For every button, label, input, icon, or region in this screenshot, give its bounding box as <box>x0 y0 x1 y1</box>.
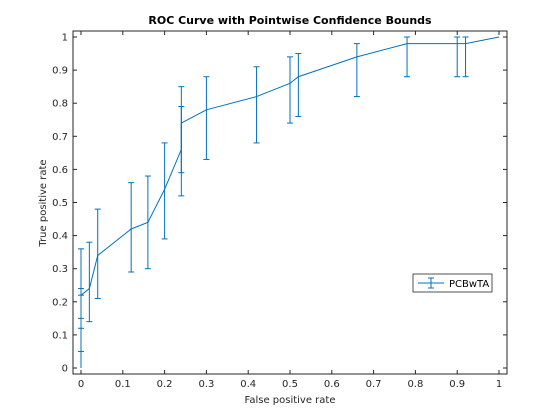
y-tick-label: 0.8 <box>52 99 68 110</box>
legend-entry-label: PCBwTA <box>449 279 489 290</box>
y-tick-label: 0.5 <box>52 198 68 209</box>
y-tick-label: 0.3 <box>52 264 68 275</box>
series-layer <box>78 36 500 368</box>
x-tick-label: 0.4 <box>240 379 256 390</box>
y-tick-label: 0.9 <box>52 66 68 77</box>
legend: PCBwTA <box>412 273 493 293</box>
axis-ticks: 0 0.1 0.2 0.3 0.4 0.5 0.6 0.7 0.8 0.9 1 0 0.1 0.2 0.3 0… <box>52 31 507 390</box>
x-axis-label: False positive rate <box>245 395 336 406</box>
x-tick-label: 0.1 <box>115 379 131 390</box>
y-tick-label: 1 <box>62 33 68 44</box>
x-tick-label: 0.8 <box>407 379 423 390</box>
x-tick-label: 0.3 <box>198 379 214 390</box>
y-tick-label: 0.2 <box>52 297 68 308</box>
chart-title: ROC Curve with Pointwise Confidence Boun… <box>148 14 432 27</box>
y-axis-label: True positive rate <box>38 159 49 247</box>
x-tick-label: 0.6 <box>324 379 340 390</box>
y-tick-label: 0.4 <box>52 231 68 242</box>
y-tick-label: 0.7 <box>52 132 68 143</box>
x-tick-label: 0.7 <box>366 379 382 390</box>
x-tick-label: 0 <box>78 379 84 390</box>
x-tick-label: 1 <box>496 379 502 390</box>
x-tick-label: 0.5 <box>282 379 298 390</box>
y-tick-label: 0.6 <box>52 165 68 176</box>
y-tick-label: 0 <box>62 364 68 375</box>
x-tick-label: 0.9 <box>449 379 465 390</box>
axes-box <box>72 30 508 375</box>
y-tick-label: 0.1 <box>52 330 68 341</box>
x-tick-label: 0.2 <box>157 379 173 390</box>
